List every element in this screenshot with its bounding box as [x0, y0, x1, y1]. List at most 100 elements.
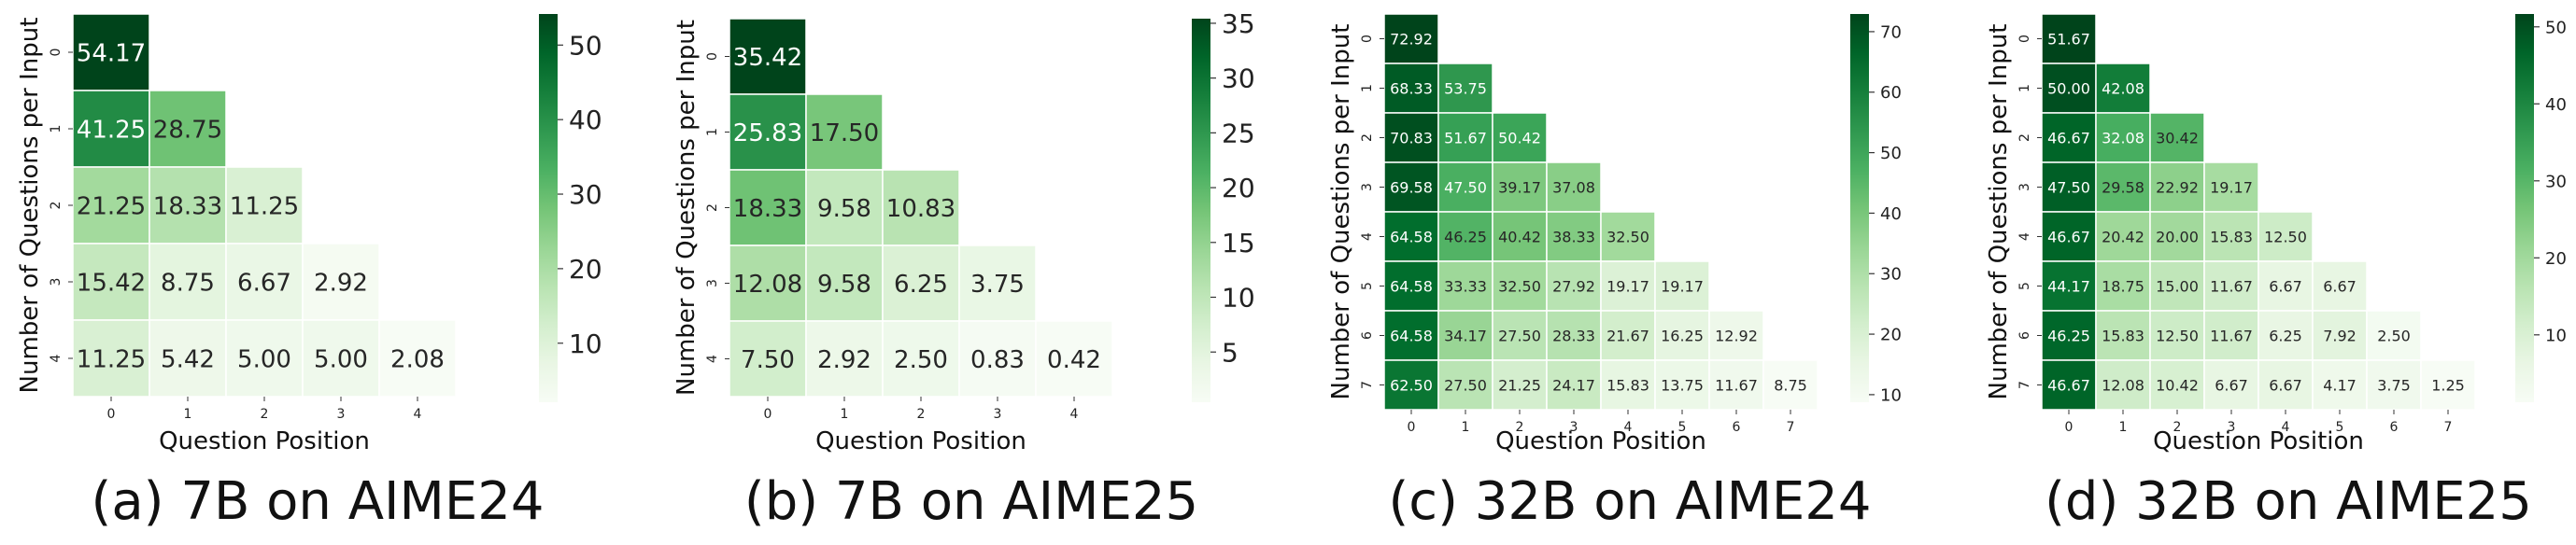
heatmap-cell [2258, 359, 2314, 411]
colorbar [2515, 14, 2534, 402]
colorbar-tick-label: 10 [1222, 283, 1255, 314]
cell-value-label: 2.50 [2377, 327, 2411, 344]
y-tick-label: 3 [2017, 183, 2032, 191]
cell-value-label: 46.67 [2047, 228, 2090, 245]
cell-value-label: 7.92 [2323, 327, 2357, 344]
cell-value-label: 11.67 [2210, 277, 2253, 295]
y-tick-label: 3 [49, 278, 64, 286]
x-tick-label: 4 [1070, 407, 1079, 422]
heatmap-cell [1708, 310, 1764, 361]
heatmap-cell [1437, 112, 1493, 163]
colorbar-ticks: 10 20 30 40 50 [2534, 18, 2567, 345]
heatmap-cells: 51.67 50.00 42.08 46.67 32.08 30.42 47.50 29.58… [2041, 13, 2476, 411]
colorbar-tick-label: 20 [569, 254, 602, 285]
y-tick-label: 1 [705, 128, 720, 136]
heatmap-cell [2366, 359, 2422, 411]
heatmap-cell [2312, 260, 2368, 312]
y-tick-label: 4 [705, 355, 720, 363]
colorbar-tick-label: 20 [1222, 173, 1255, 203]
x-axis-label: Question Position [815, 427, 1026, 455]
cell-value-label: 15.83 [2210, 228, 2253, 245]
cell-value-label: 0.42 [1047, 346, 1101, 374]
cell-value-label: 38.33 [1552, 228, 1595, 245]
cell-value-label: 44.17 [2047, 277, 2090, 295]
cell-value-label: 2.92 [314, 269, 368, 297]
x-axis-label: Question Position [1495, 427, 1706, 455]
x-tick-label: 1 [1462, 420, 1470, 435]
x-axis-ticks: 0 1 2 3 4 5 6 7 [2065, 410, 2452, 435]
heatmap-cell [1546, 211, 1602, 262]
y-axis-ticks: 0 1 2 3 4 5 6 7 [1360, 35, 1384, 389]
heatmap-cell [1492, 260, 1548, 312]
heatmap-cell [2095, 359, 2151, 411]
colorbar-tick-label: 30 [2545, 172, 2567, 191]
cell-value-label: 72.92 [1390, 30, 1433, 48]
cell-value-label: 46.67 [2047, 376, 2090, 394]
cell-value-label: 64.58 [1390, 327, 1433, 344]
cell-value-label: 12.08 [733, 271, 802, 299]
heatmap-cell [1383, 260, 1439, 312]
heatmap-cell [2095, 260, 2151, 312]
cell-value-label: 3.75 [970, 271, 1025, 299]
y-axis-ticks: 0 1 2 3 4 5 6 7 [2017, 35, 2042, 389]
cell-value-label: 35.42 [733, 44, 802, 72]
cell-value-label: 13.75 [1661, 376, 1704, 394]
heatmap-cell [1383, 63, 1439, 114]
heatmap-cell [1035, 320, 1113, 398]
heatmap-cell [2149, 359, 2205, 411]
x-axis-ticks: 0 1 2 3 4 [764, 397, 1079, 422]
colorbar-ticks: 5 10 15 20 25 30 35 [1210, 8, 1255, 368]
cell-value-label: 54.17 [77, 39, 146, 67]
cell-value-label: 6.67 [237, 269, 291, 297]
cell-value-label: 27.50 [1498, 327, 1541, 344]
cell-value-label: 53.75 [1444, 79, 1487, 97]
x-tick-label: 2 [2173, 420, 2182, 435]
heatmap-cell [149, 319, 227, 398]
cell-value-label: 40.42 [1498, 228, 1541, 245]
cell-value-label: 12.50 [2156, 327, 2199, 344]
cell-value-label: 29.58 [2102, 178, 2144, 196]
y-axis-ticks: 0 1 2 3 4 [705, 52, 729, 363]
heatmap-cell [805, 93, 884, 171]
cell-value-label: 41.25 [77, 116, 146, 144]
y-tick-label: 6 [1360, 331, 1375, 340]
cell-value-label: 10.42 [2156, 376, 2199, 394]
heatmap-cell [805, 320, 884, 398]
heatmap-cell [2258, 310, 2314, 361]
heatmap-cell [2041, 161, 2097, 213]
cell-value-label: 69.58 [1390, 178, 1433, 196]
cell-value-label: 15.42 [77, 269, 146, 297]
panel-caption: (b) 7B on AIME25 [744, 471, 1198, 532]
x-tick-label: 3 [994, 407, 1002, 422]
y-tick-label: 5 [2017, 282, 2032, 290]
x-tick-label: 0 [2065, 420, 2074, 435]
cell-value-label: 47.50 [2047, 178, 2090, 196]
cell-value-label: 5.00 [237, 345, 291, 373]
cell-value-label: 46.67 [2047, 129, 2090, 147]
cell-value-label: 12.50 [2264, 228, 2307, 245]
cell-value-label: 46.25 [1444, 228, 1487, 245]
x-tick-label: 4 [1624, 420, 1633, 435]
heatmap-cell [1654, 310, 1710, 361]
heatmap-cell [2041, 359, 2097, 411]
cell-value-label: 8.75 [161, 269, 215, 297]
heatmap-cell [2041, 13, 2097, 64]
cell-value-label: 6.67 [2269, 376, 2302, 394]
heatmap-cell [1708, 359, 1764, 411]
colorbar [539, 14, 558, 402]
colorbar-tick-label: 50 [1880, 144, 1902, 163]
y-tick-label: 3 [705, 279, 720, 287]
cell-value-label: 21.67 [1606, 327, 1649, 344]
cell-value-label: 51.67 [1444, 129, 1487, 147]
cell-value-label: 11.67 [2210, 327, 2253, 344]
cell-value-label: 11.25 [77, 345, 146, 373]
colorbar-tick-label: 35 [1222, 8, 1255, 39]
cell-value-label: 62.50 [1390, 376, 1433, 394]
heatmap-cell [72, 13, 150, 91]
cell-value-label: 17.50 [810, 119, 879, 147]
heatmap-cell [1492, 161, 1548, 213]
x-tick-label: 2 [1516, 420, 1524, 435]
y-tick-label: 7 [2017, 381, 2032, 389]
heatmap-cell [2203, 211, 2259, 262]
cell-value-label: 21.25 [77, 192, 146, 220]
